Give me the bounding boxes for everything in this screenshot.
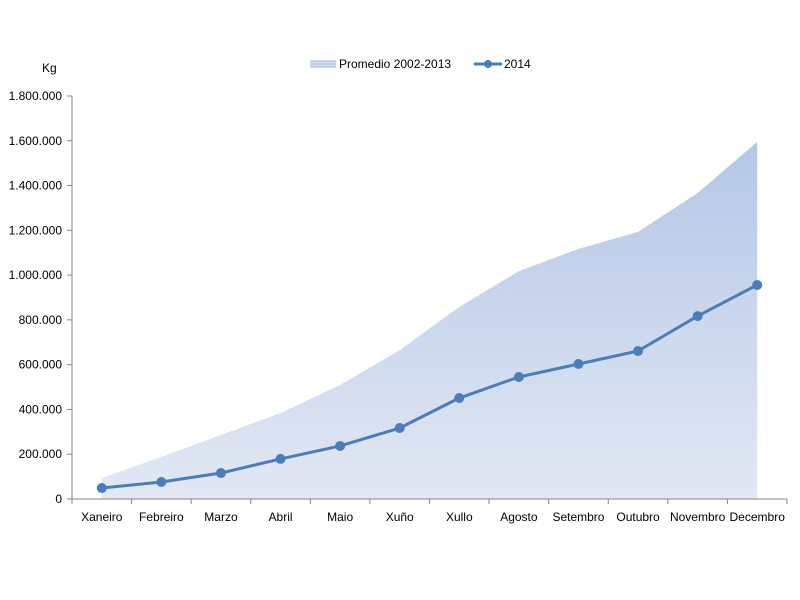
x-tick-label: Marzo [204, 510, 238, 524]
x-tick-label: Xullo [446, 510, 473, 524]
y-tick-label: 1.400.000 [9, 179, 63, 193]
x-tick-label: Decembro [730, 510, 786, 524]
x-tick-label: Xaneiro [81, 510, 123, 524]
x-tick-label: Outubro [616, 510, 660, 524]
x-tick-label: Maio [327, 510, 353, 524]
point-2014 [573, 358, 584, 369]
x-tick-label: Novembro [670, 510, 726, 524]
y-tick-label: 400.000 [19, 402, 63, 416]
legend: Promedio 2002-2013 2014 [310, 57, 531, 71]
point-2014 [394, 423, 405, 434]
line-2014 [101, 283, 758, 490]
point-2014 [633, 346, 644, 357]
legend-label-line: 2014 [504, 57, 531, 71]
x-tick-label: Setembro [552, 510, 604, 524]
point-2014 [513, 371, 524, 382]
point-2014 [454, 393, 465, 404]
legend-swatch-area [310, 60, 336, 68]
y-tick-label: 200.000 [19, 447, 63, 461]
x-tick-label: Abril [269, 510, 293, 524]
y-tick-label: 600.000 [19, 358, 63, 372]
legend-marker [484, 60, 492, 68]
y-tick-label: 0 [55, 492, 62, 506]
y-axis-label: Kg [42, 61, 57, 75]
y-tick-label: 1.000.000 [9, 268, 63, 282]
legend-label-area: Promedio 2002-2013 [339, 57, 451, 71]
point-2014 [96, 483, 107, 494]
point-2014 [335, 440, 346, 451]
x-tick-label: Agosto [500, 510, 538, 524]
point-2014 [215, 468, 226, 479]
x-tick-label: Febreiro [139, 510, 184, 524]
point-2014 [275, 453, 286, 464]
point-2014 [752, 279, 763, 290]
y-tick-label: 800.000 [19, 313, 63, 327]
y-tick-label: 1.600.000 [9, 134, 63, 148]
x-tick-label: Xuño [386, 510, 414, 524]
point-2014 [692, 311, 703, 322]
y-tick-label: 1.800.000 [9, 89, 63, 103]
area-promedio [101, 141, 758, 499]
y-tick-label: 1.200.000 [9, 223, 63, 237]
point-2014 [156, 476, 167, 487]
